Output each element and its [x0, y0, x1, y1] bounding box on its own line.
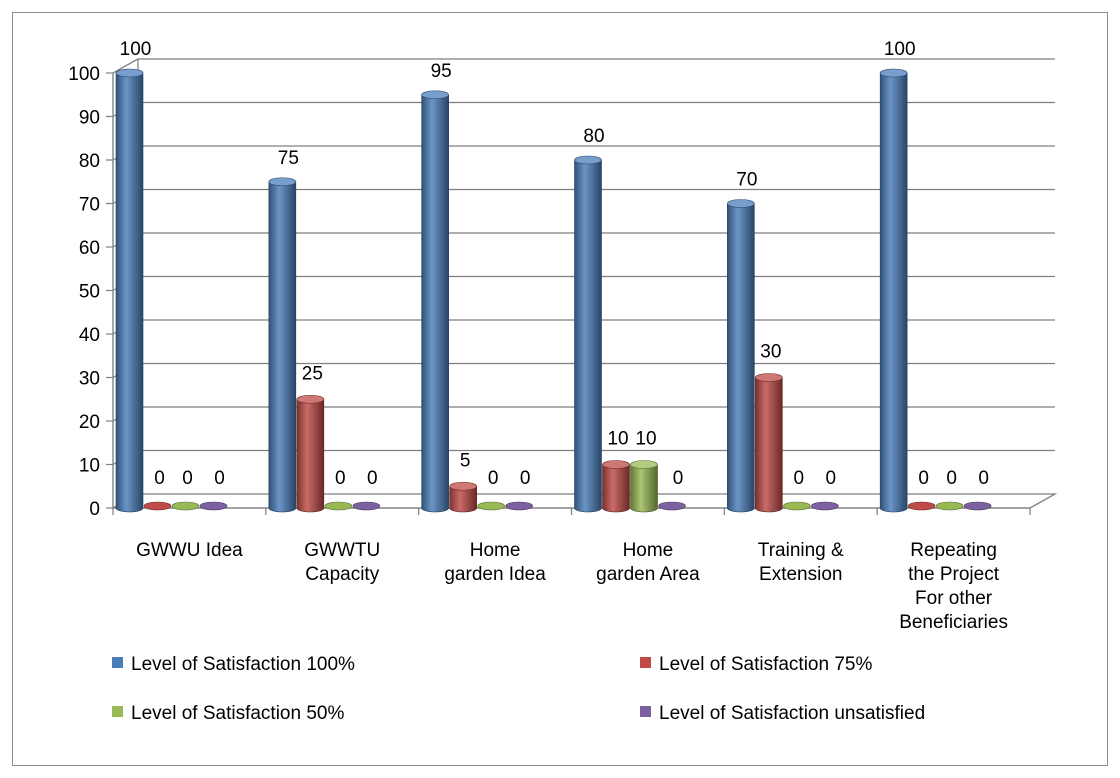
y-tick-label: 100 — [68, 64, 100, 85]
legend-item: Level of Satisfaction 75% — [640, 654, 872, 675]
bar — [352, 501, 381, 511]
data-label: 100 — [120, 39, 152, 60]
data-label: 80 — [583, 126, 604, 147]
data-label: 10 — [635, 429, 656, 450]
legend-item: Level of Satisfaction 100% — [112, 654, 355, 675]
legend-item: Level of Satisfaction unsatisfied — [640, 703, 925, 724]
x-category-label: Home — [470, 540, 521, 561]
data-label: 0 — [335, 468, 346, 489]
data-label: 100 — [884, 39, 916, 60]
bar — [755, 373, 783, 513]
bar — [324, 501, 353, 511]
bar — [811, 501, 839, 511]
bar — [574, 155, 602, 513]
data-label: 0 — [673, 468, 684, 489]
legend: Level of Satisfaction 100% Level of Satis… — [112, 654, 925, 724]
data-label: 70 — [736, 170, 757, 191]
y-tick-label: 0 — [89, 499, 100, 520]
data-label: 0 — [154, 468, 165, 489]
bars — [115, 68, 992, 513]
legend-label: Level of Satisfaction 75% — [659, 654, 872, 675]
legend-label: Level of Satisfaction 50% — [131, 703, 344, 724]
bar — [907, 501, 936, 511]
bar — [935, 501, 964, 511]
x-category-label: Capacity — [305, 564, 379, 585]
data-label: 95 — [431, 61, 452, 82]
y-tick-label: 40 — [79, 325, 100, 346]
x-category-label: garden Area — [596, 564, 700, 585]
bar — [296, 394, 325, 513]
data-label: 10 — [607, 429, 628, 450]
x-category-label: Training & — [758, 540, 844, 561]
floor-edge — [1029, 493, 1056, 509]
legend-label: Level of Satisfaction unsatisfied — [659, 703, 925, 724]
y-tick-label: 50 — [79, 282, 100, 303]
bar — [449, 481, 477, 513]
bar — [783, 501, 811, 511]
x-category-label: For other — [915, 588, 993, 609]
data-label: 0 — [826, 468, 837, 489]
legend-swatch — [640, 706, 651, 717]
y-axis-ticks: 0 10 20 30 40 50 60 70 80 90 100 — [68, 64, 113, 520]
bar — [630, 460, 658, 513]
data-label: 0 — [367, 468, 378, 489]
bar — [421, 90, 449, 513]
data-label: 0 — [794, 468, 805, 489]
y-tick-label: 80 — [79, 151, 100, 172]
y-tick-label: 20 — [79, 412, 100, 433]
x-category-label: GWWTU — [304, 540, 380, 561]
legend-swatch — [112, 657, 123, 668]
bar — [477, 501, 505, 511]
legend-label: Level of Satisfaction 100% — [131, 654, 355, 675]
x-category-label: Home — [623, 540, 674, 561]
data-label: 30 — [760, 342, 781, 363]
bar — [143, 501, 172, 511]
legend-swatch — [640, 657, 651, 668]
bar — [658, 501, 686, 511]
y-tick-label: 60 — [79, 238, 100, 259]
y-tick-label: 90 — [79, 108, 100, 129]
x-category-label: Repeating — [910, 540, 997, 561]
data-label: 0 — [214, 468, 225, 489]
data-label: 0 — [918, 468, 929, 489]
bar — [505, 501, 533, 511]
legend-swatch — [112, 706, 123, 717]
data-label: 25 — [302, 363, 323, 384]
y-tick-label: 70 — [79, 195, 100, 216]
y-tick-label: 10 — [79, 456, 100, 477]
data-label: 0 — [488, 468, 499, 489]
bar — [199, 501, 228, 511]
data-label: 0 — [978, 468, 989, 489]
bar — [727, 199, 755, 513]
y-tick-label: 30 — [79, 369, 100, 390]
x-axis-categories: GWWU Idea GWWTU Capacity Home garden Idea Hom… — [136, 540, 1008, 633]
data-label: 0 — [520, 468, 531, 489]
bar — [879, 68, 908, 513]
bar — [268, 177, 297, 513]
data-label: 0 — [182, 468, 193, 489]
bar — [171, 501, 200, 511]
x-category-label: garden Idea — [444, 564, 546, 585]
x-category-label: Extension — [759, 564, 842, 585]
bar — [602, 460, 630, 513]
gridline — [112, 58, 1055, 74]
chart-frame — [12, 12, 1108, 766]
bar — [963, 501, 992, 511]
data-label: 0 — [946, 468, 957, 489]
legend-item: Level of Satisfaction 50% — [112, 703, 344, 724]
x-category-label: GWWU Idea — [136, 540, 243, 561]
x-category-label: Beneficiaries — [899, 612, 1008, 633]
data-label: 5 — [460, 450, 471, 471]
x-category-label: the Project — [908, 564, 1000, 585]
bar — [115, 68, 144, 513]
gridline — [112, 101, 1055, 118]
data-label: 75 — [278, 148, 299, 169]
